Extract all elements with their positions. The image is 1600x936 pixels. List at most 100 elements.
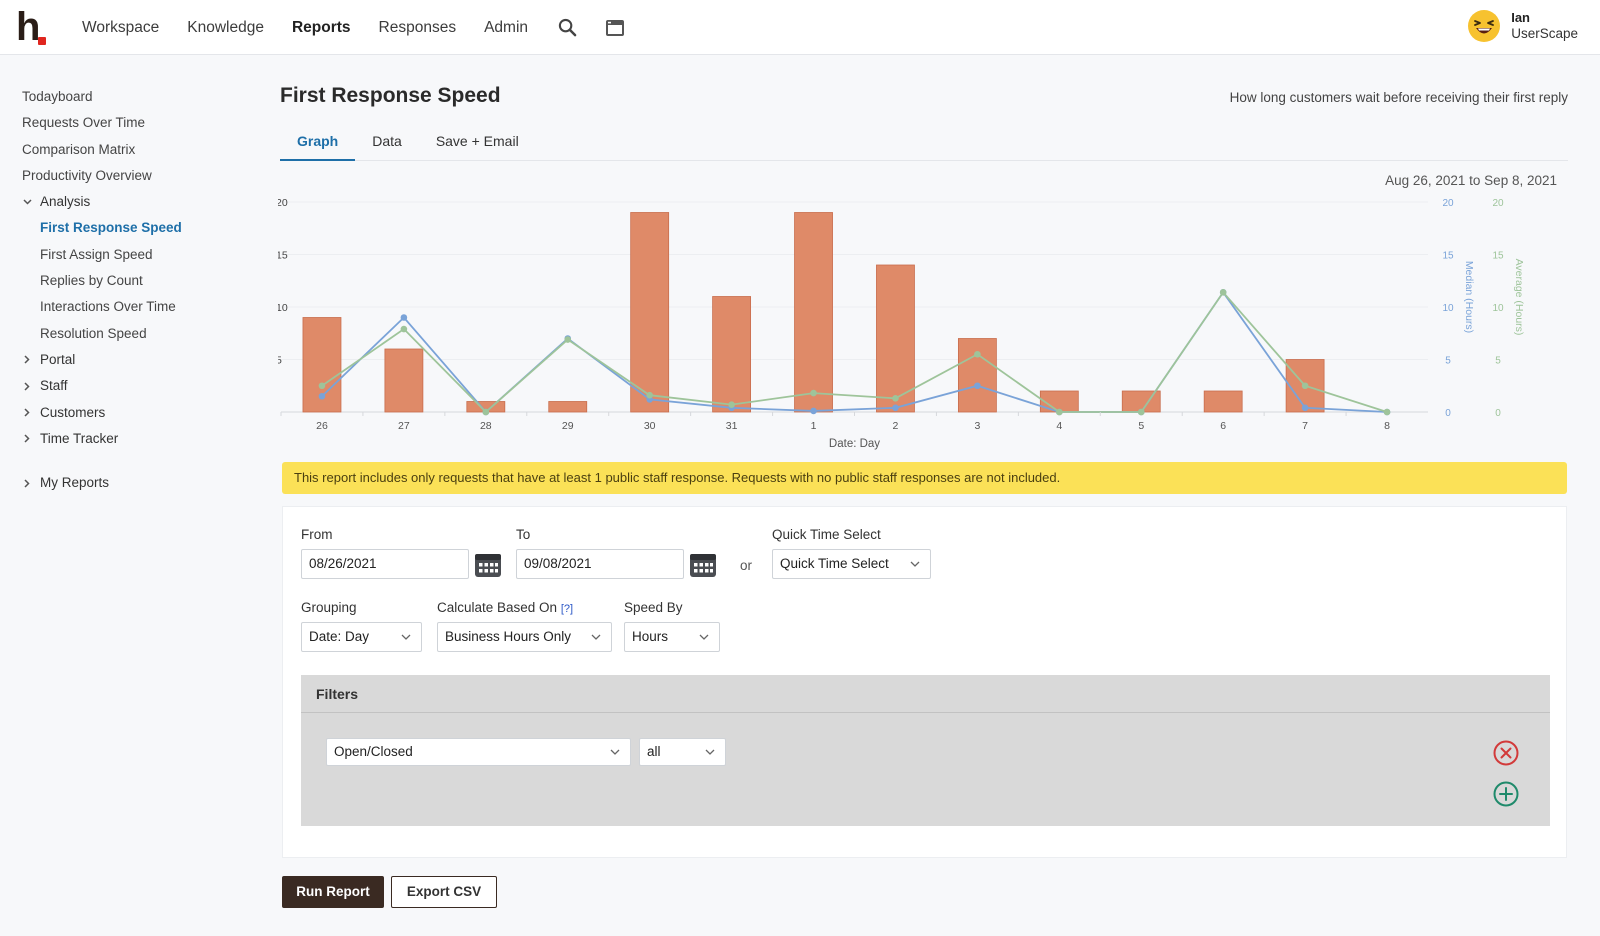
main-nav: Workspace Knowledge Reports Responses Ad… [82, 0, 652, 55]
sidebar-item-interactions-over-time[interactable]: Interactions Over Time [40, 299, 176, 315]
sidebar-item-first-response-speed[interactable]: First Response Speed [40, 220, 182, 236]
nav-knowledge[interactable]: Knowledge [187, 18, 264, 36]
or-label: or [740, 558, 753, 573]
y-tick-label: 10 [278, 302, 288, 314]
from-label: From [301, 527, 333, 542]
nav-workspace[interactable]: Workspace [82, 18, 160, 36]
calc-based-on-select[interactable]: Business Hours Only [437, 622, 612, 652]
x-tick-label: 4 [1056, 420, 1062, 432]
x-tick-label: 8 [1384, 420, 1390, 432]
series-line [321, 290, 1388, 414]
report-tabs: Graph Data Save + Email [280, 128, 1568, 161]
series-point [810, 407, 817, 415]
sidebar-section-portal[interactable]: Portal [22, 347, 252, 373]
filter-value-text: all [647, 744, 661, 759]
grouping-label: Grouping [301, 600, 357, 615]
notice-banner: This report includes only requests that … [282, 462, 1567, 494]
sidebar-item-productivity-overview[interactable]: Productivity Overview [22, 167, 152, 183]
search-icon[interactable] [556, 17, 578, 39]
sidebar-item-comparison-matrix[interactable]: Comparison Matrix [22, 141, 136, 157]
user-menu[interactable]: Ian UserScape [1467, 9, 1578, 43]
series-point [1056, 408, 1063, 416]
nav-reports[interactable]: Reports [291, 18, 351, 36]
sidebar-section-my-reports[interactable]: My Reports [22, 470, 252, 496]
x-tick-label: 27 [398, 420, 410, 432]
x-tick-label: 5 [1138, 420, 1144, 432]
chevron-down-icon [401, 634, 411, 640]
app-logo[interactable]: h [16, 7, 50, 47]
series-point [1383, 408, 1391, 416]
to-date-input[interactable]: 09/08/2021 [516, 549, 684, 579]
chevron-down-icon [610, 749, 620, 755]
sidebar-section-label: Portal [40, 351, 76, 367]
series-point [1301, 382, 1309, 390]
chevron-down-icon [910, 561, 920, 567]
speed-by-value: Hours [632, 629, 669, 644]
tab-graph[interactable]: Graph [280, 128, 356, 161]
sidebar-section-analysis[interactable]: Analysis [22, 189, 252, 215]
window-icon[interactable] [604, 17, 626, 39]
sidebar: Todayboard Requests Over Time Comparison… [22, 84, 252, 496]
right-axis-label: Median (Hours) [1463, 261, 1475, 333]
add-filter-icon[interactable] [1492, 780, 1520, 808]
quick-time-select[interactable]: Quick Time Select [772, 549, 931, 579]
chevron-right-icon [22, 373, 32, 399]
sidebar-section-staff[interactable]: Staff [22, 373, 252, 399]
x-tick-label: 7 [1302, 420, 1308, 432]
x-tick-label: 31 [726, 420, 738, 432]
calendar-icon[interactable] [689, 552, 717, 578]
chart-bar [876, 264, 915, 413]
x-tick-label: 6 [1220, 420, 1226, 432]
export-csv-button[interactable]: Export CSV [391, 876, 497, 908]
tab-save-email[interactable]: Save + Email [435, 133, 519, 149]
chart-bar [384, 348, 424, 413]
right-axis-tick: 0 [1445, 408, 1451, 419]
nav-responses[interactable]: Responses [378, 18, 457, 36]
remove-filter-icon[interactable] [1492, 739, 1520, 767]
sidebar-item-resolution-speed[interactable]: Resolution Speed [40, 325, 147, 341]
series-point [1219, 289, 1227, 296]
sidebar-item-replies-by-count[interactable]: Replies by Count [40, 273, 143, 289]
chevron-right-icon [22, 400, 32, 426]
to-label: To [516, 527, 531, 542]
x-tick-label: 1 [811, 420, 817, 432]
filter-value-select[interactable]: all [639, 738, 726, 766]
chart-bar [957, 338, 997, 413]
sidebar-item-todayboard[interactable]: Todayboard [22, 89, 93, 104]
grouping-select[interactable]: Date: Day [301, 622, 422, 652]
x-tick-label: 28 [480, 420, 492, 432]
tab-data[interactable]: Data [372, 133, 402, 149]
right-axis-tick: 5 [1445, 356, 1451, 367]
series-point [400, 314, 408, 321]
filters-panel: Filters Open/Closed all [301, 675, 1550, 826]
chart-date-range: Aug 26, 2021 to Sep 8, 2021 [1385, 173, 1557, 188]
series-point [810, 389, 817, 397]
calendar-icon[interactable] [474, 552, 502, 578]
right-axis-tick: 10 [1492, 303, 1504, 314]
series-point [728, 401, 735, 408]
right-axis-label: Average (Hours) [1513, 259, 1525, 336]
x-tick-label: 2 [893, 420, 899, 432]
sidebar-item-requests-over-time[interactable]: Requests Over Time [22, 115, 146, 131]
sidebar-section-customers[interactable]: Customers [22, 400, 252, 426]
chart-bar [1203, 390, 1243, 413]
x-tick-label: 26 [316, 420, 328, 432]
user-name: Ian [1511, 10, 1530, 25]
user-org: UserScape [1511, 26, 1578, 41]
from-date-input[interactable]: 08/26/2021 [301, 549, 469, 579]
speed-by-select[interactable]: Hours [624, 622, 720, 652]
sidebar-spacer [22, 452, 252, 470]
nav-admin[interactable]: Admin [484, 18, 529, 36]
series-point [564, 336, 572, 343]
calc-help-link[interactable]: [?] [560, 603, 574, 615]
sidebar-section-label: Analysis [40, 194, 91, 210]
avatar [1468, 10, 1501, 42]
page-title: First Response Speed [280, 84, 501, 107]
quick-time-label: Quick Time Select [772, 527, 881, 542]
sidebar-item-first-assign-speed[interactable]: First Assign Speed [40, 246, 153, 262]
run-report-button[interactable]: Run Report [282, 876, 384, 908]
series-point [892, 395, 899, 402]
sidebar-section-time-tracker[interactable]: Time Tracker [22, 426, 252, 452]
filter-field-select[interactable]: Open/Closed [326, 738, 631, 766]
series-point [646, 391, 653, 399]
